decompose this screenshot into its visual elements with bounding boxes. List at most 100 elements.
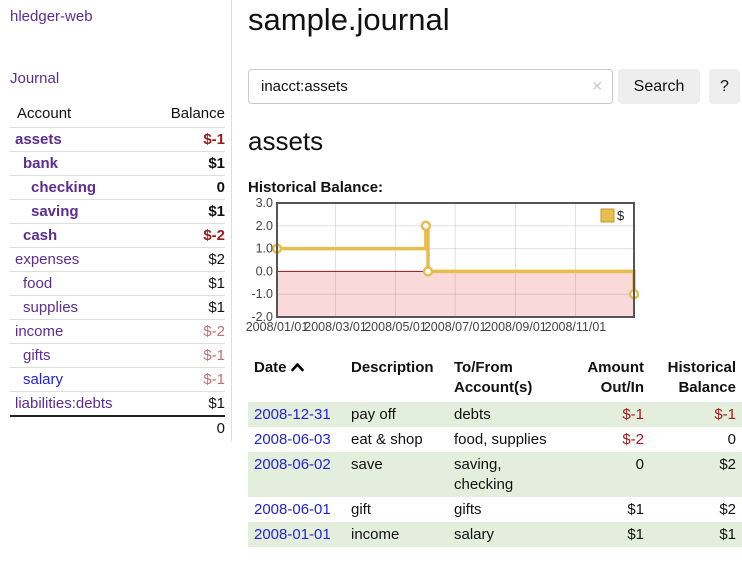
transaction-amount: $-1 xyxy=(560,402,650,427)
account-balance: $-1 xyxy=(150,127,225,152)
app-title-link[interactable]: hledger-web xyxy=(10,8,93,25)
transaction-accounts: debts xyxy=(448,402,560,427)
transaction-description: gift xyxy=(351,501,372,518)
register-header-balance: Historical Balance xyxy=(667,359,736,396)
sort-ascending-icon xyxy=(290,358,304,378)
x-axis-tick-label: 2008/05/01 xyxy=(364,320,427,334)
legend-swatch xyxy=(600,208,615,223)
account-row: bank $1 xyxy=(10,151,225,176)
register-header-description: Description xyxy=(351,359,434,376)
y-axis-tick-label: -2.0 xyxy=(251,310,273,324)
search-button[interactable]: Search xyxy=(618,69,700,104)
accounts-total: 0 xyxy=(150,414,225,440)
account-link[interactable]: salary xyxy=(23,371,64,388)
account-balance: $-2 xyxy=(150,223,225,248)
transaction-row[interactable]: 2008-12-31 pay off debts $-1 $-1 xyxy=(248,402,742,427)
transaction-row[interactable]: 2008-01-01 income salary $1 $1 xyxy=(248,522,742,547)
transaction-balance: $-1 xyxy=(650,402,742,427)
register-header-date[interactable]: Date xyxy=(248,356,345,402)
data-point-marker xyxy=(420,220,432,232)
main-content: sample.journal ✕ Search ? assets Histori… xyxy=(246,0,742,547)
account-row: salary $-1 xyxy=(10,367,225,392)
help-button[interactable]: ? xyxy=(709,69,740,104)
transaction-balance: $1 xyxy=(650,522,742,547)
x-axis-tick-label: 2008/01/01 xyxy=(246,320,309,334)
account-link[interactable]: liabilities:debts xyxy=(15,394,113,412)
transaction-row[interactable]: 2008-06-02 save saving, checking 0 $2 xyxy=(248,452,742,497)
transaction-amount: $1 xyxy=(627,501,644,518)
account-link[interactable]: income xyxy=(15,323,64,340)
transaction-description: save xyxy=(345,452,448,497)
account-link[interactable]: saving xyxy=(31,203,79,220)
account-balance: 0 xyxy=(150,175,225,200)
account-balance: $1 xyxy=(150,295,225,320)
transaction-accounts: salary xyxy=(448,522,560,547)
account-balance: $1 xyxy=(150,271,225,296)
transaction-amount: $1 xyxy=(560,522,650,547)
transaction-amount: 0 xyxy=(560,452,650,497)
account-balance: $1 xyxy=(150,199,225,224)
data-point-marker xyxy=(422,266,434,277)
account-row: liabilities:debts $1 xyxy=(10,391,225,416)
sidebar-item-journal[interactable]: Journal xyxy=(10,70,60,87)
accounts-header-balance: Balance xyxy=(170,105,225,122)
account-link[interactable]: expenses xyxy=(15,251,80,268)
transaction-balance: $2 xyxy=(719,501,736,518)
account-link[interactable]: cash xyxy=(23,227,58,244)
register-header-accounts: To/From Account(s) xyxy=(454,359,533,396)
y-axis-tick-label: 1.0 xyxy=(256,242,273,256)
clear-search-icon[interactable]: ✕ xyxy=(591,78,603,94)
transaction-amount: $-2 xyxy=(622,431,644,448)
y-axis-tick-label: 2.0 xyxy=(256,219,273,233)
chart-title: Historical Balance: xyxy=(248,179,384,196)
transaction-description: income xyxy=(345,522,448,547)
account-balance: $1 xyxy=(150,151,225,176)
x-axis-tick-label: 2008/09/01 xyxy=(484,320,547,334)
account-row: saving $1 xyxy=(10,199,225,224)
account-link[interactable]: checking xyxy=(31,179,97,196)
transaction-description: eat & shop xyxy=(351,431,423,448)
x-axis-tick-label: 2008/07/01 xyxy=(424,320,487,334)
account-link[interactable]: supplies xyxy=(23,299,79,316)
transaction-row[interactable]: 2008-06-01 gift gifts $1 $2 xyxy=(248,497,742,522)
account-row: checking 0 xyxy=(10,175,225,200)
account-balance: $-1 xyxy=(150,367,225,392)
account-row: gifts $-1 xyxy=(10,343,225,368)
transaction-date-link[interactable]: 2008-06-02 xyxy=(254,456,331,473)
account-link[interactable]: food xyxy=(23,275,53,292)
account-row: assets $-1 xyxy=(10,127,225,152)
y-axis-tick-label: 3.0 xyxy=(256,196,273,210)
transaction-balance: 0 xyxy=(727,431,736,448)
sidebar: hledger-web Journal Account Balance asse… xyxy=(0,0,232,441)
account-row: food $1 xyxy=(10,271,225,296)
transaction-date-link[interactable]: 2008-06-03 xyxy=(254,431,331,448)
transaction-date-link[interactable]: 2008-01-01 xyxy=(254,526,331,543)
account-row: supplies $1 xyxy=(10,295,225,320)
transaction-accounts: gifts xyxy=(454,501,482,518)
account-row: income $-2 xyxy=(10,319,225,344)
account-link[interactable]: assets xyxy=(15,131,62,148)
transaction-balance: $2 xyxy=(650,452,742,497)
account-row: cash $-2 xyxy=(10,223,225,248)
transaction-date-link[interactable]: 2008-12-31 xyxy=(254,406,331,423)
register-table: Date Description To/From Account(s) Amou… xyxy=(248,356,742,547)
account-link[interactable]: gifts xyxy=(23,347,51,364)
account-link[interactable]: bank xyxy=(23,155,59,172)
account-row: expenses $2 xyxy=(10,247,225,272)
x-axis-tick-label: 2008/11/01 xyxy=(545,320,607,334)
accounts-table: Account Balance assets $-1 bank $1 checking 0… xyxy=(10,102,225,440)
account-balance: $2 xyxy=(150,247,225,272)
register-header-amount: Amount Out/In xyxy=(587,359,644,396)
historical-balance-chart: $3.0 2.0 1.0 0.0 -1.0 -2.02008/01/012008/03/0… xyxy=(246,196,640,334)
accounts-header-account: Account xyxy=(17,105,72,122)
transaction-accounts: saving, checking xyxy=(448,452,560,497)
account-heading: assets xyxy=(248,126,324,156)
account-balance: $-1 xyxy=(150,343,225,368)
transaction-row[interactable]: 2008-06-03 eat & shop food, supplies $-2 0 xyxy=(248,427,742,452)
search-input[interactable] xyxy=(248,69,613,104)
transaction-date-link[interactable]: 2008-06-01 xyxy=(254,501,331,518)
page-title: sample.journal xyxy=(248,2,450,37)
search-form: ✕ Search ? xyxy=(248,69,742,104)
transaction-accounts: food, supplies xyxy=(454,431,547,448)
transaction-description: pay off xyxy=(345,402,448,427)
